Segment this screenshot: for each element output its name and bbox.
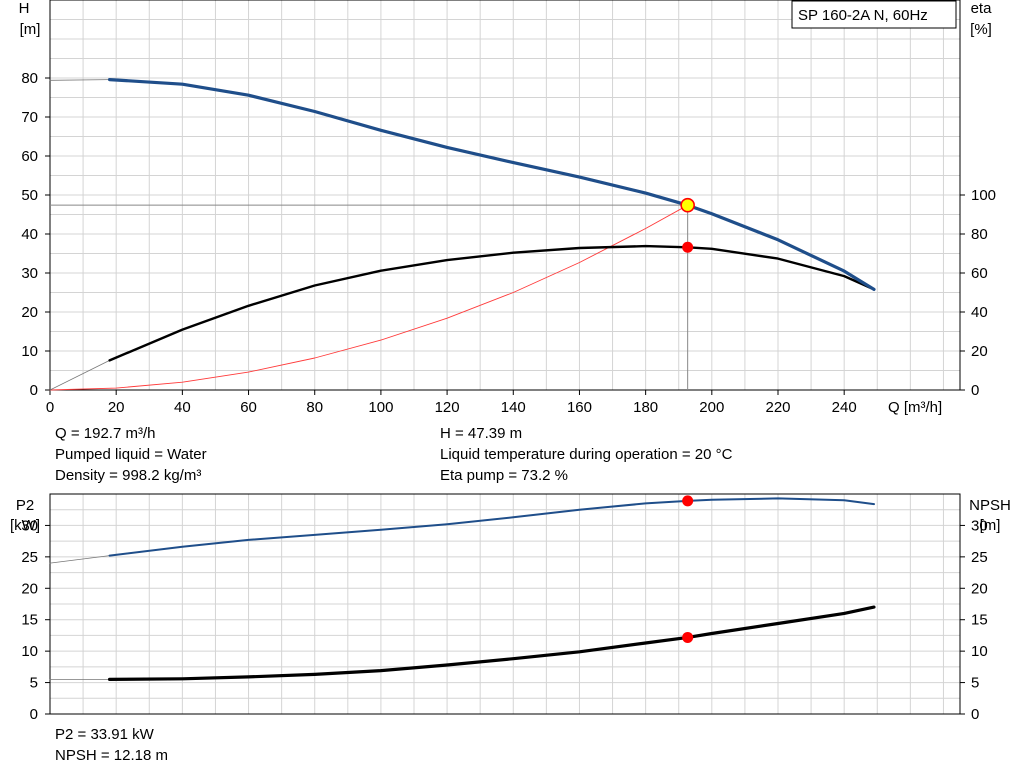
eta-tick-label: 80 <box>971 226 988 243</box>
top-x-tick-label: 20 <box>108 399 125 416</box>
npsh-axis-unit: [m] <box>980 517 1001 534</box>
npsh-tick-label: 20 <box>971 580 988 597</box>
h-tick-label: 50 <box>21 187 38 204</box>
eta-curve <box>108 244 876 362</box>
npsh-duty-point <box>682 631 694 643</box>
top-x-tick-label: 200 <box>699 399 724 416</box>
p2-curve-extension <box>49 555 110 564</box>
system-curve <box>49 204 689 391</box>
h-tick-label: 10 <box>21 343 38 360</box>
h-tick-label: 80 <box>21 70 38 87</box>
npsh-axis-label: NPSH <box>969 497 1011 514</box>
top-chart: 0 20 40 60 80 100 120 140 160 180 200 220 2400102030… <box>19 0 996 416</box>
h-tick-label: 40 <box>21 226 38 243</box>
info-p2: P2 = 33.91 kW <box>55 726 154 743</box>
info-eta: Eta pump = 73.2 % <box>440 467 568 484</box>
q-axis-label: Q [m³/h] <box>888 399 942 416</box>
eta-tick-label: 0 <box>971 382 979 399</box>
pump-label: SP 160-2A N, 60Hz <box>798 7 928 24</box>
top-x-tick-label: 180 <box>633 399 658 416</box>
p2-tick-label: 15 <box>21 612 38 629</box>
h-tick-label: 0 <box>30 382 38 399</box>
info-density: Density = 998.2 kg/m³ <box>55 467 202 484</box>
top-series <box>49 77 876 391</box>
h-tick-label: 20 <box>21 304 38 321</box>
eta-duty-point <box>682 241 694 253</box>
info-h: H = 47.39 m <box>440 425 523 442</box>
bottom-tick-labels: 0 0 5 5 10 10 15 15 20 20 25 25 30 30 <box>21 517 987 723</box>
p2-curve <box>108 497 875 557</box>
p2-tick-label: 30 <box>21 517 38 534</box>
p2-tick-label: 25 <box>21 549 38 566</box>
npsh-tick-label: 15 <box>971 612 988 629</box>
eta-axis-unit: [%] <box>970 21 992 38</box>
head-duty-point <box>680 197 695 213</box>
top-tick-labels: 0 20 40 60 80 100 120 140 160 180 200 220 2400102030… <box>21 70 996 416</box>
h-tick-label: 70 <box>21 109 38 126</box>
head-curve <box>107 77 876 291</box>
p2-tick-label: 5 <box>30 675 38 692</box>
top-x-tick-label: 120 <box>435 399 460 416</box>
eta-axis-label: eta <box>971 0 993 17</box>
top-x-tick-label: 80 <box>306 399 323 416</box>
npsh-tick-label: 30 <box>971 517 988 534</box>
npsh-tick-label: 5 <box>971 675 979 692</box>
npsh-curve <box>107 605 876 682</box>
info-liquid: Pumped liquid = Water <box>55 446 207 463</box>
p2-tick-label: 0 <box>30 706 38 723</box>
top-x-tick-label: 100 <box>368 399 393 416</box>
bottom-series <box>49 495 876 682</box>
bottom-chart: 0 0 5 5 10 10 15 15 20 20 25 25 30 30 P2 [kW] NPSH [m… <box>10 493 1011 723</box>
npsh-tick-label: 0 <box>971 706 979 723</box>
bottom-plot-frame <box>49 493 961 715</box>
h-axis-label: H <box>19 0 30 17</box>
pump-label-box <box>791 0 957 29</box>
info-q: Q = 192.7 m³/h <box>55 425 156 442</box>
p2-tick-label: 10 <box>21 643 38 660</box>
eta-tick-label: 20 <box>971 343 988 360</box>
eta-tick-label: 60 <box>971 265 988 282</box>
top-x-tick-label: 0 <box>46 399 54 416</box>
h-axis-unit: [m] <box>20 21 41 38</box>
top-x-tick-label: 220 <box>765 399 790 416</box>
top-x-tick-label: 40 <box>174 399 191 416</box>
eta-tick-label: 100 <box>971 187 996 204</box>
info-temperature: Liquid temperature during operation = 20… <box>440 446 733 463</box>
npsh-tick-label: 10 <box>971 643 988 660</box>
p2-duty-point <box>682 495 694 507</box>
eta-tick-label: 40 <box>971 304 988 321</box>
info-npsh: NPSH = 12.18 m <box>55 747 168 764</box>
top-x-tick-label: 160 <box>567 399 592 416</box>
top-x-tick-label: 60 <box>240 399 257 416</box>
h-tick-label: 60 <box>21 148 38 165</box>
top-x-tick-label: 240 <box>832 399 857 416</box>
p2-axis-label: P2 <box>16 497 34 514</box>
bottom-grid <box>50 494 960 714</box>
top-grid <box>50 0 960 390</box>
top-x-tick-label: 140 <box>501 399 526 416</box>
p2-tick-label: 20 <box>21 580 38 597</box>
head-curve-extension <box>49 79 110 81</box>
npsh-tick-label: 25 <box>971 549 988 566</box>
eta-curve-extension <box>49 359 110 391</box>
h-tick-label: 30 <box>21 265 38 282</box>
p2-axis-unit: [kW] <box>10 517 40 534</box>
